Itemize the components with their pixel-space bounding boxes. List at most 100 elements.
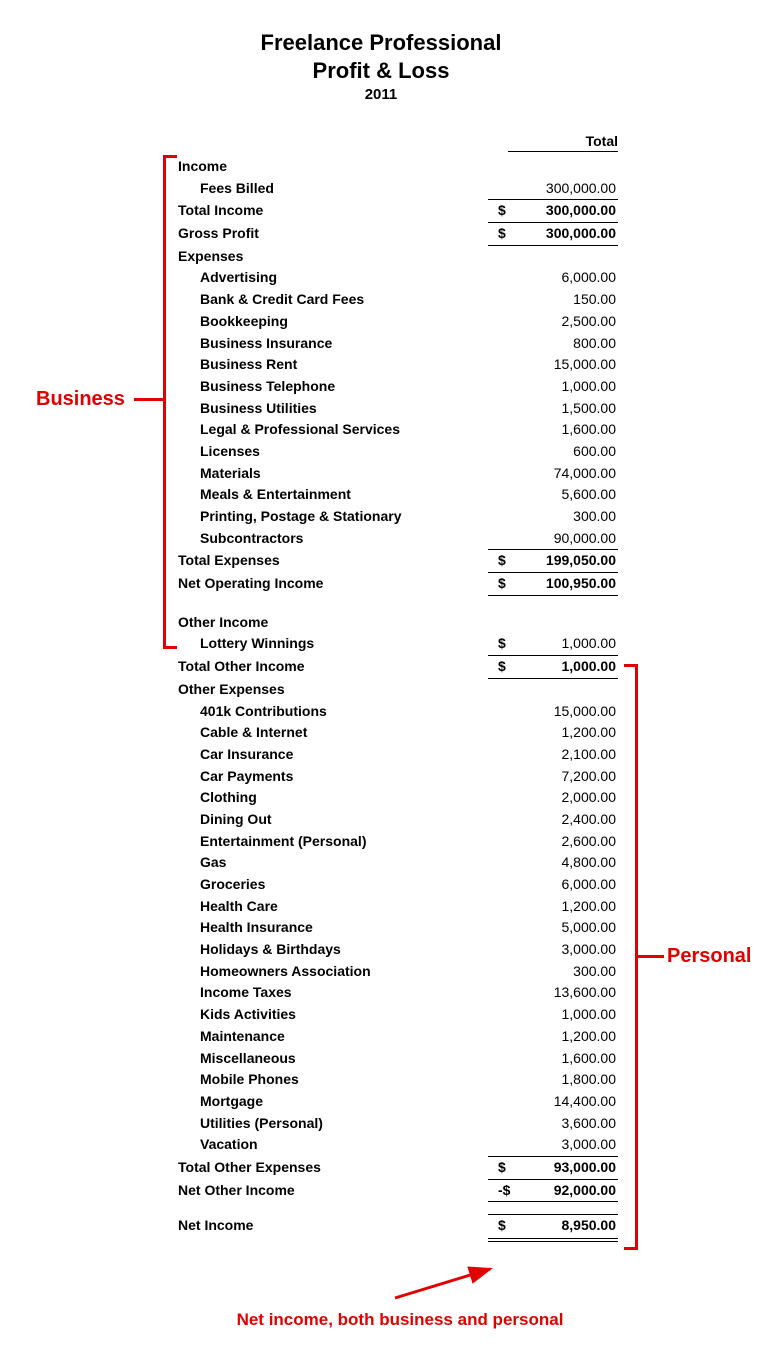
line-item-label: Lottery Winnings bbox=[178, 633, 488, 655]
line-item-label: Business Insurance bbox=[178, 333, 488, 355]
line-item-row: Miscellaneous1,600.00 bbox=[178, 1048, 618, 1070]
total-other-income-row: Total Other Income $1,000.00 bbox=[178, 655, 618, 679]
line-item-value: 1,200.00 bbox=[524, 722, 616, 744]
line-item-label: Groceries bbox=[178, 874, 488, 896]
line-item-row: Printing, Postage & Stationary300.00 bbox=[178, 506, 618, 528]
personal-annotation-label: Personal bbox=[667, 945, 751, 968]
line-item-value: 300.00 bbox=[524, 506, 616, 528]
line-item-label: Business Rent bbox=[178, 354, 488, 376]
line-item-row: Subcontractors90,000.00 bbox=[178, 528, 618, 550]
column-header-total: Total bbox=[508, 133, 618, 152]
line-item-row: Meals & Entertainment 5,600.00 bbox=[178, 484, 618, 506]
personal-section: Other Income Lottery Winnings$1,000.00 T… bbox=[178, 612, 618, 1203]
line-item-value: 7,200.00 bbox=[524, 766, 616, 788]
line-item-label: Mobile Phones bbox=[178, 1069, 488, 1091]
line-item-label: Car Insurance bbox=[178, 744, 488, 766]
line-item-row: Utilities (Personal)3,600.00 bbox=[178, 1113, 618, 1135]
line-item-row: Bookkeeping 2,500.00 bbox=[178, 311, 618, 333]
line-item-row: Entertainment (Personal) 2,600.00 bbox=[178, 831, 618, 853]
line-item-row: Business Insurance800.00 bbox=[178, 333, 618, 355]
title-year: 2011 bbox=[0, 86, 762, 103]
line-item-value: 90,000.00 bbox=[524, 528, 616, 550]
business-annotation-label: Business bbox=[36, 388, 125, 411]
line-item-row: 401k Contributions15,000.00 bbox=[178, 701, 618, 723]
line-item-value: 2,600.00 bbox=[524, 831, 616, 853]
line-item-row: Homeowners Association300.00 bbox=[178, 961, 618, 983]
line-item-label: Entertainment (Personal) bbox=[178, 831, 488, 853]
line-item-label: Advertising bbox=[178, 267, 488, 289]
line-item-row: Business Telephone1,000.00 bbox=[178, 376, 618, 398]
line-item-value: 1,600.00 bbox=[524, 419, 616, 441]
net-operating-income-row: Net Operating Income $100,950.00 bbox=[178, 573, 618, 596]
personal-bracket-icon bbox=[624, 664, 638, 1250]
line-item-value: 150.00 bbox=[524, 289, 616, 311]
business-tick-icon bbox=[134, 398, 163, 401]
line-item-label: Maintenance bbox=[178, 1026, 488, 1048]
line-item-value: 2,100.00 bbox=[524, 744, 616, 766]
line-item-row: Vacation 3,000.00 bbox=[178, 1134, 618, 1156]
line-item-label: Income Taxes bbox=[178, 982, 488, 1004]
line-item-row: Legal & Professional Services1,600.00 bbox=[178, 419, 618, 441]
total-other-expenses-row: Total Other Expenses $93,000.00 bbox=[178, 1156, 618, 1180]
line-item-value: 3,600.00 bbox=[524, 1113, 616, 1135]
line-item-value: 5,600.00 bbox=[524, 484, 616, 506]
line-item-label: Cable & Internet bbox=[178, 722, 488, 744]
line-item-label: Bookkeeping bbox=[178, 311, 488, 333]
business-bracket-icon bbox=[163, 155, 177, 649]
line-item-value: 1,000.00 bbox=[524, 633, 616, 655]
line-item-label: Holidays & Birthdays bbox=[178, 939, 488, 961]
line-item-label: Kids Activities bbox=[178, 1004, 488, 1026]
line-item-value: 1,000.00 bbox=[524, 1004, 616, 1026]
line-item-row: Bank & Credit Card Fees150.00 bbox=[178, 289, 618, 311]
line-item-value: 1,800.00 bbox=[524, 1069, 616, 1091]
line-item-label: Licenses bbox=[178, 441, 488, 463]
line-item-row: Income Taxes13,600.00 bbox=[178, 982, 618, 1004]
line-item-value: 2,000.00 bbox=[524, 787, 616, 809]
line-item-row: Clothing2,000.00 bbox=[178, 787, 618, 809]
line-item-label: Miscellaneous bbox=[178, 1048, 488, 1070]
statement-body: Total Income Fees Billed300,000.00 Total… bbox=[178, 133, 618, 1242]
footer-annotation-label: Net income, both business and personal bbox=[200, 1310, 600, 1330]
line-item-value: 14,400.00 bbox=[524, 1091, 616, 1113]
arrow-icon bbox=[390, 1263, 510, 1303]
line-item-row: Holidays & Birthdays3,000.00 bbox=[178, 939, 618, 961]
line-item-label: Business Telephone bbox=[178, 376, 488, 398]
business-section: Income Fees Billed300,000.00 Total Incom… bbox=[178, 156, 618, 596]
personal-tick-icon bbox=[638, 955, 664, 958]
line-item-value: 600.00 bbox=[524, 441, 616, 463]
line-item-value: 2,500.00 bbox=[524, 311, 616, 333]
total-income-row: Total Income $300,000.00 bbox=[178, 199, 618, 223]
line-item-label: Business Utilities bbox=[178, 398, 488, 420]
line-item-row: Mobile Phones 1,800.00 bbox=[178, 1069, 618, 1091]
line-item-label: Health Care bbox=[178, 896, 488, 918]
line-item-value: 1,200.00 bbox=[524, 1026, 616, 1048]
line-item-row: Business Rent15,000.00 bbox=[178, 354, 618, 376]
line-item-value: 5,000.00 bbox=[524, 917, 616, 939]
gross-profit-row: Gross Profit $300,000.00 bbox=[178, 223, 618, 246]
title-block: Freelance Professional Profit & Loss 201… bbox=[0, 30, 762, 103]
other-expenses-header: Other Expenses bbox=[178, 679, 618, 701]
line-item-row: Groceries6,000.00 bbox=[178, 874, 618, 896]
line-item-label: Gas bbox=[178, 852, 488, 874]
line-item-row: Mortgage14,400.00 bbox=[178, 1091, 618, 1113]
page: Freelance Professional Profit & Loss 201… bbox=[0, 0, 762, 1357]
line-item-label: Meals & Entertainment bbox=[178, 484, 488, 506]
line-item-label: Car Payments bbox=[178, 766, 488, 788]
net-other-income-row: Net Other Income -$92,000.00 bbox=[178, 1180, 618, 1203]
line-item-row: Maintenance 1,200.00 bbox=[178, 1026, 618, 1048]
line-item-value: 2,400.00 bbox=[524, 809, 616, 831]
line-item-row: Lottery Winnings $1,000.00 bbox=[178, 633, 618, 655]
line-item-value: 1,500.00 bbox=[524, 398, 616, 420]
line-item-label: Materials bbox=[178, 463, 488, 485]
total-expenses-row: Total Expenses $199,050.00 bbox=[178, 549, 618, 573]
line-item-value: 3,000.00 bbox=[524, 1134, 616, 1156]
line-item-row: Cable & Internet 1,200.00 bbox=[178, 722, 618, 744]
line-item-value: 300,000.00 bbox=[524, 178, 616, 200]
currency-symbol: $ bbox=[498, 633, 524, 655]
income-header: Income bbox=[178, 156, 618, 178]
net-income-row: Net Income $8,950.00 bbox=[178, 1214, 618, 1242]
line-item-row: Gas4,800.00 bbox=[178, 852, 618, 874]
expenses-header: Expenses bbox=[178, 246, 618, 268]
title-line-1: Freelance Professional bbox=[0, 30, 762, 56]
line-item-label: Vacation bbox=[178, 1134, 488, 1156]
